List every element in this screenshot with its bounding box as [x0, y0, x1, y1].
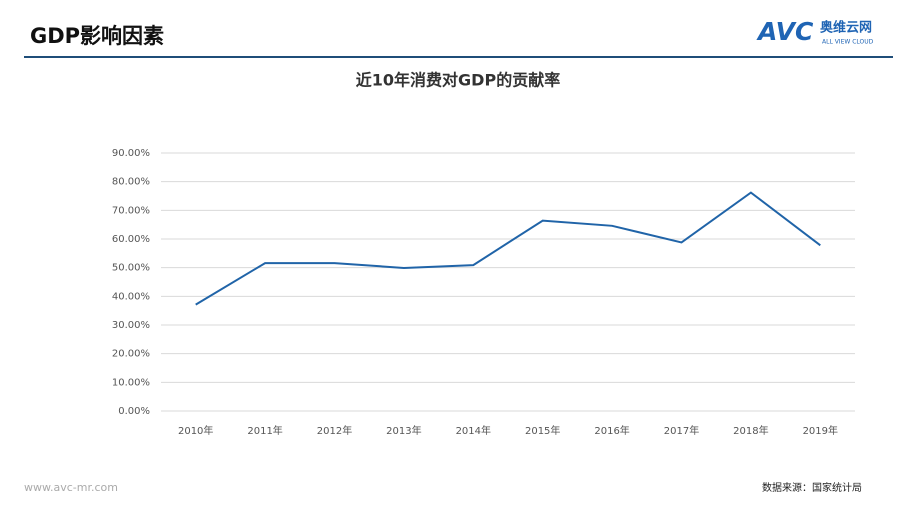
y-tick-label: 50.00% [112, 263, 150, 274]
x-tick-label: 2011年 [247, 424, 282, 437]
y-tick-label: 0.00% [118, 406, 150, 417]
x-tick-label: 2015年 [525, 424, 560, 437]
logo-tagline: ALL VIEW CLOUD [822, 39, 874, 46]
x-tick-label: 2019年 [803, 424, 838, 437]
x-tick-label: 2012年 [317, 424, 352, 437]
x-tick-label: 2018年 [733, 424, 768, 437]
data-line [195, 191, 821, 306]
y-tick-label: 90.00% [112, 148, 150, 159]
logo-mark: AVC [756, 17, 814, 46]
chart-title: 近10年消费对GDP的贡献率 [356, 71, 560, 90]
x-tick-label: 2016年 [594, 424, 629, 437]
y-tick-label: 60.00% [112, 234, 150, 245]
x-tick-label: 2010年 [178, 424, 213, 437]
x-tick-label: 2013年 [386, 424, 421, 437]
logo-name: 奥维云网 [820, 20, 872, 36]
website: www.avc-mr.com [24, 481, 118, 494]
x-tick-label: 2014年 [456, 424, 491, 437]
y-tick-label: 10.00% [112, 377, 150, 388]
y-tick-label: 20.00% [112, 349, 150, 360]
y-tick-label: 30.00% [112, 320, 150, 331]
y-tick-label: 70.00% [112, 205, 150, 216]
y-tick-label: 40.00% [112, 291, 150, 302]
page-title: GDP影响因素 [30, 24, 164, 48]
x-tick-label: 2017年 [664, 424, 699, 437]
y-tick-label: 80.00% [112, 177, 150, 188]
source: 数据来源：国家统计局 [762, 481, 862, 494]
